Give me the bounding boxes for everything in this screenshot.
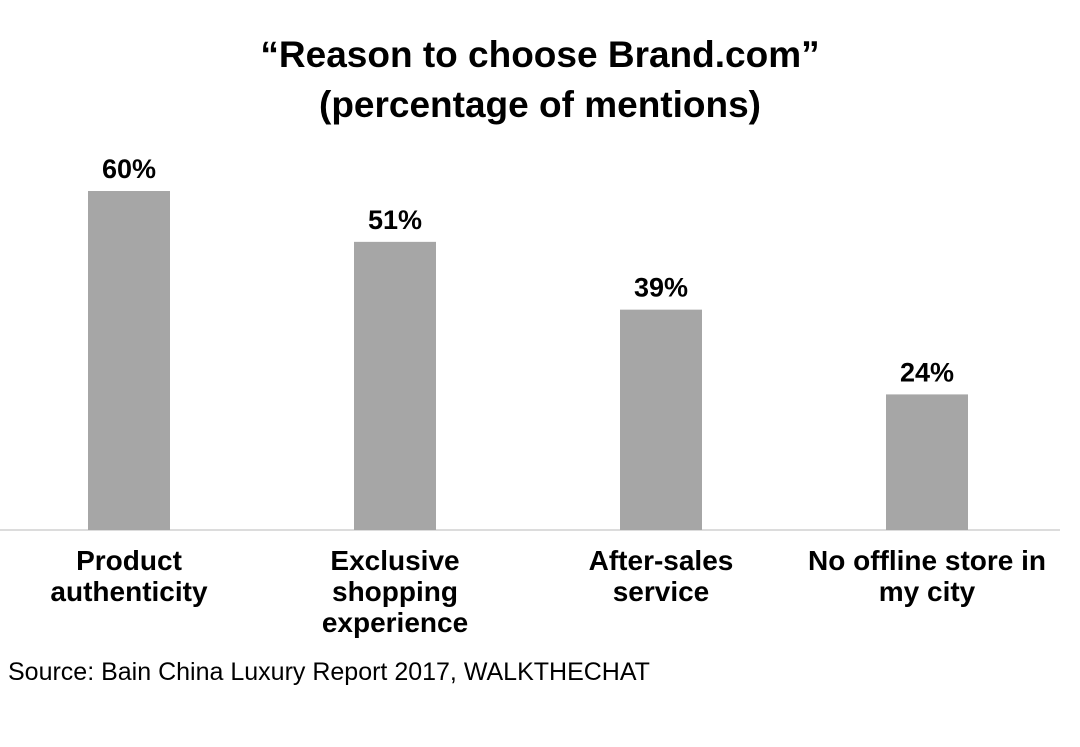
- bar: [620, 309, 702, 530]
- category-label-line: service: [612, 576, 710, 607]
- category-label-line: No offline store in: [808, 545, 1046, 576]
- category-label-line: authenticity: [50, 576, 208, 607]
- source-note: Source: Bain China Luxury Report 2017, W…: [8, 658, 650, 686]
- chart-subtitle: (percentage of mentions): [319, 84, 761, 125]
- category-label-line: shopping: [332, 576, 458, 607]
- category-label: Product authenticity: [0, 545, 274, 607]
- bar: [354, 241, 436, 530]
- category-label: No offline store in my city: [782, 545, 1072, 607]
- bar: [886, 394, 968, 530]
- data-label: 24%: [900, 357, 954, 387]
- data-label: 60%: [102, 154, 156, 184]
- chart-title: “Reason to choose Brand.com”: [260, 34, 820, 75]
- category-label-line: After-sales: [588, 545, 734, 576]
- category-label-line: my city: [878, 576, 976, 607]
- category-label: Exclusive shopping experience: [250, 545, 540, 638]
- category-label-line: experience: [321, 607, 469, 638]
- category-label-line: Exclusive: [330, 545, 460, 576]
- bar: [88, 191, 170, 530]
- category-label: After-sales service: [516, 545, 806, 607]
- data-label: 51%: [368, 205, 422, 235]
- data-label: 39%: [634, 273, 688, 303]
- category-label-line: Product: [76, 545, 182, 576]
